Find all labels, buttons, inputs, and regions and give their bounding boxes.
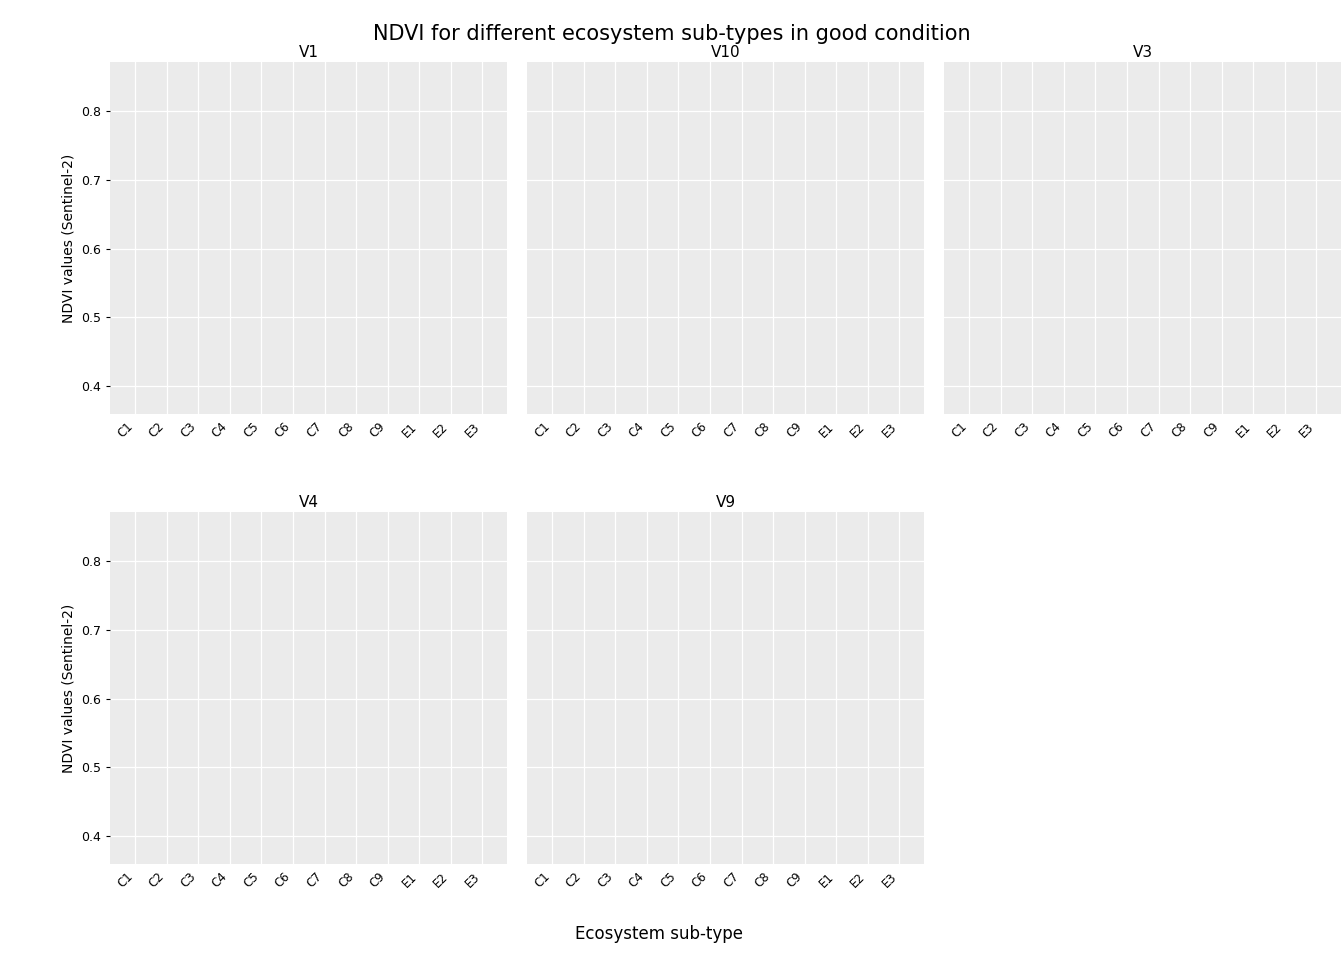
Y-axis label: NDVI values (Sentinel-2): NDVI values (Sentinel-2) [62,154,75,323]
Y-axis label: NDVI values (Sentinel-2): NDVI values (Sentinel-2) [62,604,75,773]
Text: NDVI for different ecosystem sub-types in good condition: NDVI for different ecosystem sub-types i… [374,24,970,44]
Text: Ecosystem sub-type: Ecosystem sub-type [574,924,742,943]
